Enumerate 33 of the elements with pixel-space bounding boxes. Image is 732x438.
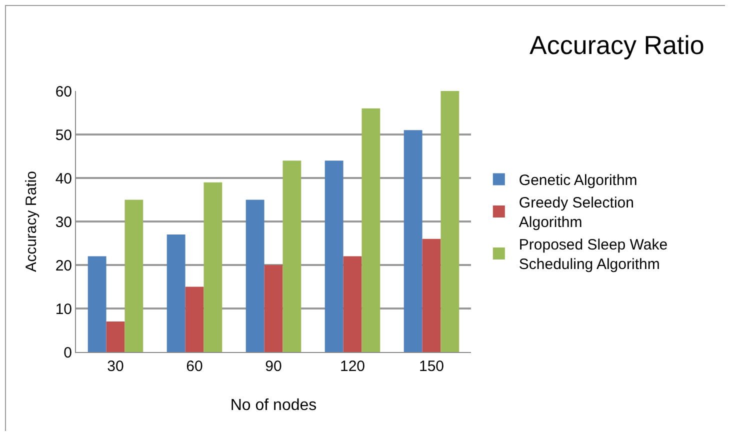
y-tick-label: 50 — [55, 126, 72, 144]
y-tick-label: 20 — [55, 257, 72, 274]
bar — [246, 200, 264, 352]
y-tick-label: 30 — [55, 214, 72, 231]
y-tick-label: 0 — [64, 344, 72, 362]
x-axis-title: No of nodes — [230, 397, 317, 414]
bar — [422, 238, 441, 352]
y-tick-label: 60 — [55, 83, 72, 100]
text: Accuracy Ratio — [530, 30, 704, 60]
bar — [185, 286, 204, 352]
legend-label: Proposed Sleep Wake Scheduling Algorithm — [518, 236, 668, 274]
bar — [124, 200, 144, 352]
bar — [324, 160, 344, 352]
legend-label: Genetic Algorithm — [518, 172, 638, 190]
bar — [264, 265, 283, 352]
bar — [362, 108, 380, 352]
bar — [88, 256, 106, 352]
y-tick-label: 10 — [55, 300, 72, 318]
y-tick-label: 40 — [55, 170, 72, 188]
bar — [282, 160, 302, 352]
bar — [440, 91, 460, 352]
bar — [204, 182, 222, 352]
x-tick-label: 120 — [340, 358, 366, 375]
bar — [166, 234, 186, 352]
x-tick-label: 60 — [186, 358, 203, 375]
bar — [404, 130, 422, 352]
y-axis-title: Accuracy Ratio — [23, 171, 40, 272]
legend-label: Greedy Selection Algorithm — [518, 194, 634, 232]
bar — [106, 322, 125, 352]
bar — [343, 256, 362, 352]
x-tick-label: 90 — [265, 358, 282, 375]
x-tick-label: 30 — [107, 358, 124, 375]
x-tick-label: 150 — [418, 358, 444, 375]
